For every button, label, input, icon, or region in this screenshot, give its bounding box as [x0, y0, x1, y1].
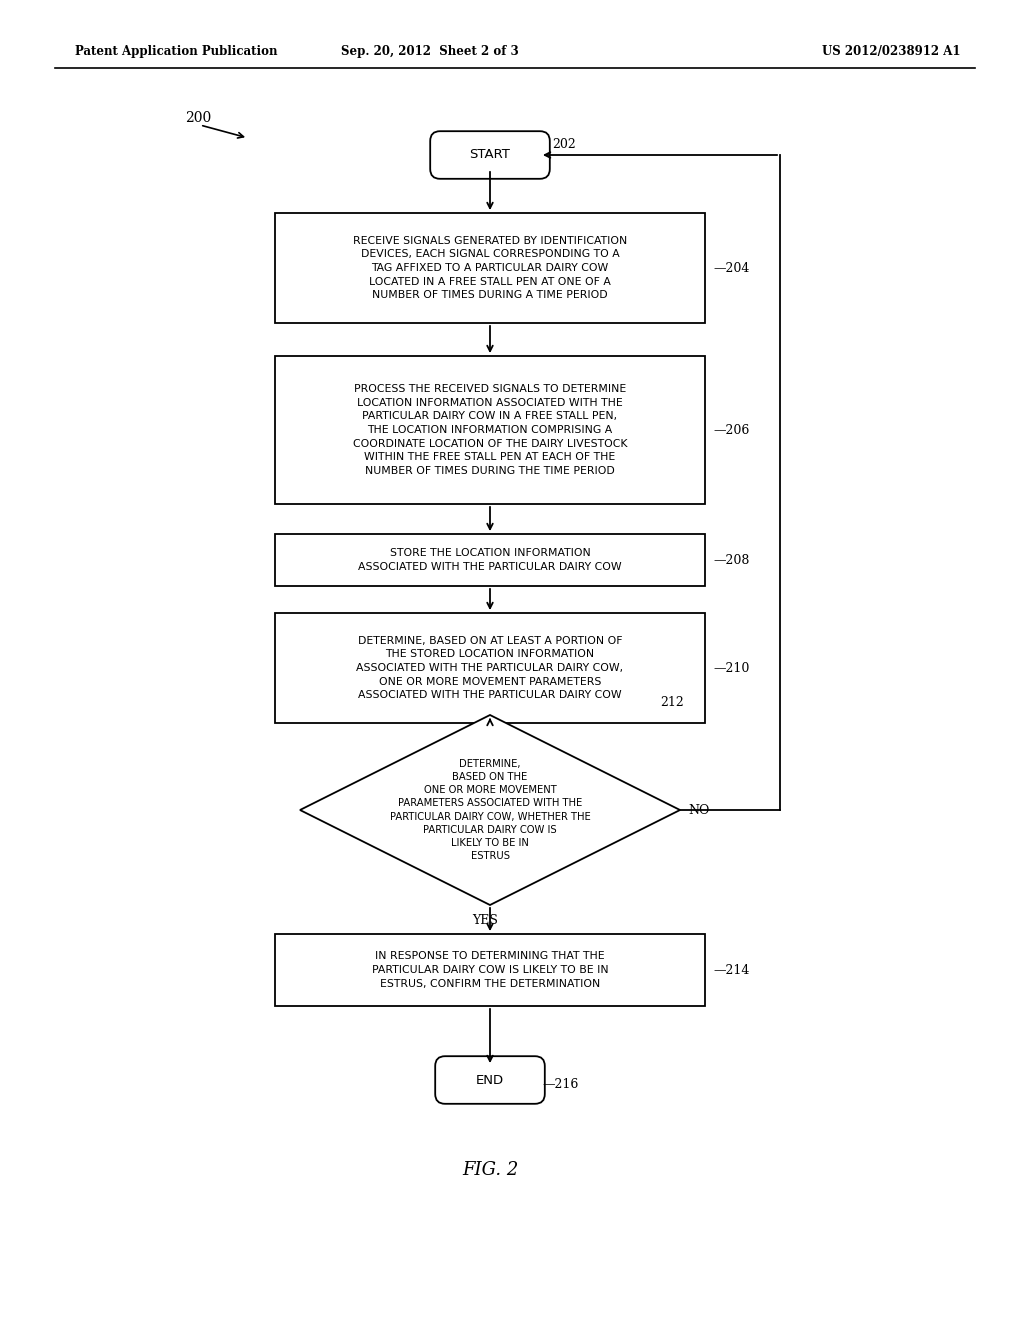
Text: —208: —208: [713, 553, 750, 566]
Text: US 2012/0238912 A1: US 2012/0238912 A1: [821, 45, 961, 58]
Text: PROCESS THE RECEIVED SIGNALS TO DETERMINE
LOCATION INFORMATION ASSOCIATED WITH T: PROCESS THE RECEIVED SIGNALS TO DETERMIN…: [352, 384, 628, 475]
Text: —210: —210: [713, 661, 750, 675]
Text: STORE THE LOCATION INFORMATION
ASSOCIATED WITH THE PARTICULAR DAIRY COW: STORE THE LOCATION INFORMATION ASSOCIATE…: [358, 548, 622, 572]
Text: IN RESPONSE TO DETERMINING THAT THE
PARTICULAR DAIRY COW IS LIKELY TO BE IN
ESTR: IN RESPONSE TO DETERMINING THAT THE PART…: [372, 952, 608, 989]
Text: 212: 212: [660, 697, 684, 710]
FancyBboxPatch shape: [430, 131, 550, 178]
Bar: [275, 612, 705, 723]
FancyBboxPatch shape: [435, 1056, 545, 1104]
Polygon shape: [300, 715, 680, 906]
Text: 202: 202: [552, 139, 575, 152]
Text: DETERMINE, BASED ON AT LEAST A PORTION OF
THE STORED LOCATION INFORMATION
ASSOCI: DETERMINE, BASED ON AT LEAST A PORTION O…: [356, 636, 624, 700]
Text: 200: 200: [185, 111, 211, 125]
Bar: [275, 535, 705, 586]
Bar: [275, 935, 705, 1006]
Text: —216: —216: [542, 1078, 579, 1092]
Text: —206: —206: [713, 424, 750, 437]
Text: RECEIVE SIGNALS GENERATED BY IDENTIFICATION
DEVICES, EACH SIGNAL CORRESPONDING T: RECEIVE SIGNALS GENERATED BY IDENTIFICAT…: [353, 236, 627, 300]
Bar: [275, 213, 705, 323]
Text: Patent Application Publication: Patent Application Publication: [75, 45, 278, 58]
Text: END: END: [476, 1073, 504, 1086]
Bar: [275, 356, 705, 504]
Text: Sep. 20, 2012  Sheet 2 of 3: Sep. 20, 2012 Sheet 2 of 3: [341, 45, 519, 58]
Text: —214: —214: [713, 964, 750, 977]
Text: DETERMINE,
BASED ON THE
ONE OR MORE MOVEMENT
PARAMETERS ASSOCIATED WITH THE
PART: DETERMINE, BASED ON THE ONE OR MORE MOVE…: [389, 759, 591, 861]
Text: —204: —204: [713, 261, 750, 275]
Text: FIG. 2: FIG. 2: [462, 1162, 518, 1179]
Text: START: START: [470, 149, 510, 161]
Text: NO: NO: [688, 804, 710, 817]
Text: YES: YES: [472, 915, 498, 928]
